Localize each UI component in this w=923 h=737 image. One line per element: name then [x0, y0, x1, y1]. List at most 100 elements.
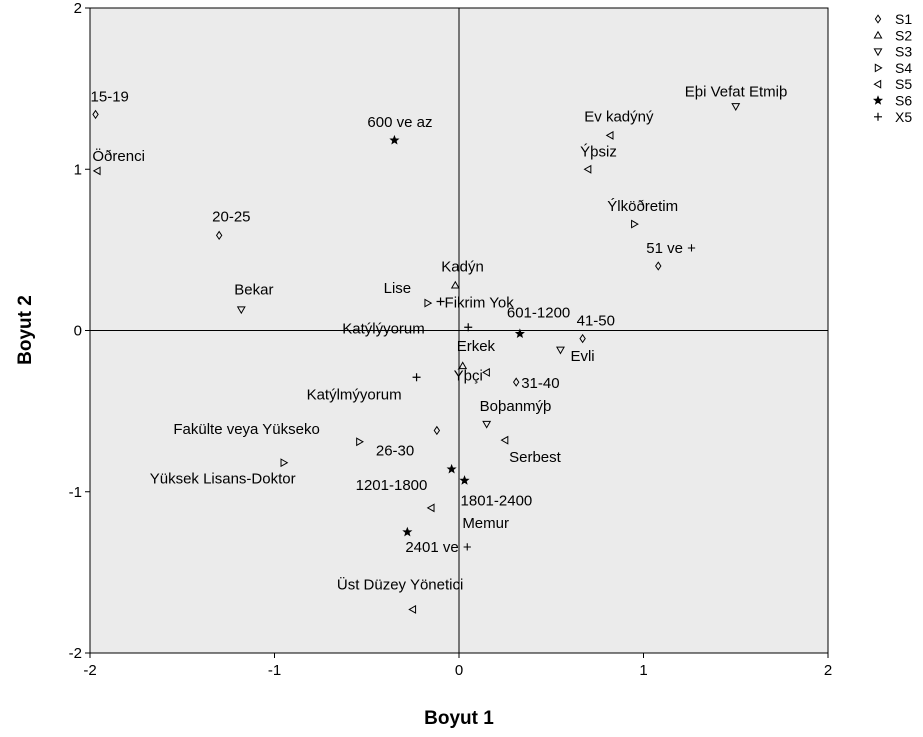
- series-s4: [280, 219, 639, 468]
- y-tick-label: -2: [69, 645, 82, 662]
- x-tick-label: 1: [639, 662, 647, 679]
- x-tick-label: 2: [824, 662, 832, 679]
- x-tick-label: -2: [83, 662, 96, 679]
- data-point-s5: [583, 164, 592, 174]
- legend-marker-s3: [873, 48, 883, 57]
- data-point-s2: [450, 280, 460, 289]
- data-point-label: Üst Düzey Yönetici: [337, 575, 463, 593]
- legend-marker-s5: [873, 79, 882, 89]
- data-point-s3: [236, 306, 246, 315]
- series-s5: [92, 130, 614, 614]
- data-point-s6: [402, 526, 413, 537]
- data-point-label: Fakülte veya Yükseko: [173, 421, 319, 438]
- data-point-label: 2401 ve +: [405, 539, 472, 556]
- data-point-s6: [446, 463, 457, 474]
- data-point-s6: [459, 475, 470, 485]
- data-point-label: 600 ve az: [367, 114, 432, 131]
- data-point-label: Ýþsiz: [580, 143, 617, 160]
- data-point-labels: 15-19 20-25 26-30 31-40 41-50 51 ve + Kadýn Erk…: [91, 83, 788, 593]
- series-s3: [236, 103, 741, 429]
- data-point-label: Memur: [462, 515, 509, 532]
- data-point-s4: [631, 219, 639, 229]
- legend-marker-s2: [873, 30, 883, 39]
- data-point-s1: [92, 109, 99, 120]
- data-point-label: Erkek: [457, 338, 496, 355]
- reference-lines: [90, 8, 828, 653]
- legend-marker-s6: [872, 95, 884, 105]
- y-tick-label: -1: [69, 484, 82, 501]
- data-point-label: Fikrim Yok: [445, 294, 515, 311]
- y-tick-label: 0: [74, 323, 82, 340]
- data-point-s2: [458, 361, 468, 370]
- data-point-label: Evli: [570, 348, 594, 365]
- series-s1: [92, 109, 662, 436]
- data-point-x5: [412, 373, 421, 382]
- legend-label: S3: [895, 44, 912, 60]
- series-s2: [450, 280, 468, 370]
- data-point-label: Ýlköðretim: [607, 198, 678, 215]
- data-point-label: Ýþçi: [454, 367, 483, 384]
- data-point-label: Lise: [384, 280, 412, 297]
- y-tick-label: 2: [74, 0, 82, 17]
- data-point-x5: [464, 323, 473, 332]
- data-point-s5: [482, 367, 490, 377]
- series-s6: [389, 134, 525, 537]
- data-point-label: Katýlýyorum: [342, 320, 425, 337]
- data-point-s3: [731, 103, 741, 111]
- data-point-label: Ev kadýný: [584, 108, 654, 125]
- legend-label: S4: [895, 60, 912, 76]
- x-axis-ticks: -2 -1 0 1 2: [83, 653, 832, 679]
- data-point-s1: [215, 230, 223, 241]
- data-point-s6: [514, 328, 525, 339]
- data-point-s1: [512, 377, 520, 387]
- legend-label: S6: [895, 93, 912, 109]
- legend-label: S5: [895, 76, 912, 92]
- data-point-s5: [426, 503, 435, 513]
- data-point-label: 31-40: [521, 375, 559, 392]
- data-point-s1: [433, 425, 441, 436]
- data-point-s5: [408, 605, 417, 614]
- data-point-label: 26-30: [376, 442, 414, 459]
- data-point-label: 51 ve +: [646, 240, 696, 257]
- data-point-label: 15-19: [91, 88, 129, 105]
- data-points: [92, 103, 741, 614]
- y-axis-title: Boyut 2: [15, 295, 36, 365]
- data-point-s1: [655, 261, 662, 271]
- data-point-label: Eþi Vefat Etmiþ: [685, 83, 788, 100]
- legend-label: S1: [895, 11, 912, 27]
- data-point-label: 20-25: [212, 208, 250, 225]
- y-axis-ticks: -2 -1 0 1 2: [69, 0, 90, 662]
- data-point-label: Boþanmýþ: [480, 398, 552, 415]
- data-point-s5: [92, 166, 101, 176]
- legend-marker-s1: [874, 14, 882, 24]
- x-axis-title: Boyut 1: [424, 708, 494, 729]
- data-point-label: 601-1200: [507, 305, 570, 322]
- data-point-s4: [356, 437, 364, 447]
- x-tick-label: -1: [268, 662, 281, 679]
- data-point-s5: [500, 435, 509, 445]
- data-point-s1: [579, 333, 586, 344]
- data-point-label: 1201-1800: [356, 477, 428, 494]
- legend-marker-s4: [874, 63, 883, 73]
- data-point-label: Serbest: [509, 449, 562, 466]
- series-x5: [412, 297, 473, 382]
- data-point-label: Yüksek Lisans-Doktor: [150, 471, 296, 488]
- data-point-s6: [389, 134, 400, 145]
- data-point-s3: [556, 346, 565, 355]
- legend-marker-x5: [874, 112, 882, 121]
- data-point-label: 1801-2400: [461, 492, 533, 509]
- data-point-s4: [280, 458, 289, 468]
- legend-label: X5: [895, 109, 912, 125]
- data-point-s4: [424, 298, 433, 308]
- data-point-label: Öðrenci: [92, 147, 145, 165]
- data-point-label: Bekar: [234, 282, 273, 299]
- data-point-s3: [482, 420, 492, 429]
- data-point-label: Katýlmýyorum: [307, 386, 402, 403]
- x-tick-label: 0: [455, 662, 463, 679]
- y-tick-label: 1: [74, 161, 82, 178]
- data-point-x5: [436, 297, 445, 306]
- data-point-s5: [605, 130, 614, 140]
- data-point-label: 41-50: [577, 313, 615, 330]
